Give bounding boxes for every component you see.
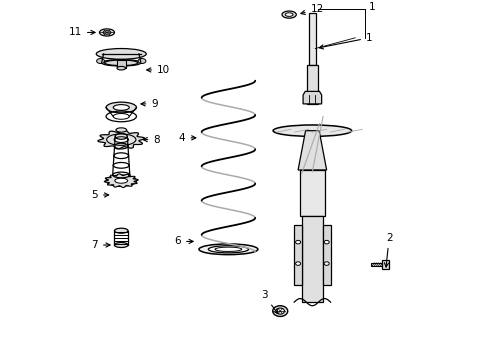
Text: 6: 6: [174, 237, 193, 247]
Bar: [294, 225, 302, 285]
Bar: [322, 225, 330, 285]
Bar: [300, 170, 324, 216]
Bar: [308, 13, 315, 64]
Text: 5: 5: [91, 190, 108, 200]
Bar: [117, 60, 125, 68]
Bar: [306, 64, 317, 104]
Ellipse shape: [208, 246, 248, 253]
Ellipse shape: [96, 49, 146, 59]
Ellipse shape: [138, 59, 145, 63]
Ellipse shape: [282, 11, 296, 18]
Text: 4: 4: [179, 133, 195, 143]
Polygon shape: [98, 130, 144, 149]
Text: 3: 3: [260, 290, 277, 314]
Text: 10: 10: [146, 65, 170, 75]
Polygon shape: [298, 131, 326, 170]
Ellipse shape: [285, 13, 292, 16]
Ellipse shape: [199, 244, 257, 255]
Ellipse shape: [275, 308, 284, 314]
Ellipse shape: [116, 128, 126, 132]
Ellipse shape: [272, 306, 287, 316]
Ellipse shape: [272, 125, 351, 136]
Ellipse shape: [97, 59, 104, 63]
Ellipse shape: [104, 60, 138, 66]
Ellipse shape: [102, 59, 141, 66]
Ellipse shape: [106, 102, 136, 113]
Ellipse shape: [115, 178, 127, 183]
Text: 8: 8: [143, 135, 160, 145]
Text: 9: 9: [141, 99, 158, 109]
Ellipse shape: [295, 262, 300, 265]
Ellipse shape: [295, 240, 300, 244]
Bar: [381, 260, 388, 269]
Bar: [302, 216, 322, 302]
Ellipse shape: [113, 113, 129, 119]
Text: 11: 11: [69, 27, 95, 37]
Ellipse shape: [99, 29, 114, 36]
Ellipse shape: [106, 134, 136, 145]
Ellipse shape: [324, 262, 328, 265]
Text: 2: 2: [384, 233, 392, 267]
Ellipse shape: [324, 240, 328, 244]
Text: 1: 1: [368, 2, 375, 12]
Ellipse shape: [106, 175, 136, 186]
Text: 7: 7: [91, 240, 110, 250]
Ellipse shape: [113, 105, 129, 110]
Ellipse shape: [114, 243, 128, 247]
Ellipse shape: [114, 228, 128, 233]
Bar: [370, 263, 381, 266]
Ellipse shape: [114, 137, 128, 143]
Ellipse shape: [215, 247, 242, 251]
Ellipse shape: [103, 31, 111, 34]
Ellipse shape: [117, 66, 125, 70]
Text: 1: 1: [319, 33, 372, 49]
Text: 12: 12: [300, 4, 323, 14]
Polygon shape: [303, 91, 321, 104]
Polygon shape: [104, 174, 138, 188]
